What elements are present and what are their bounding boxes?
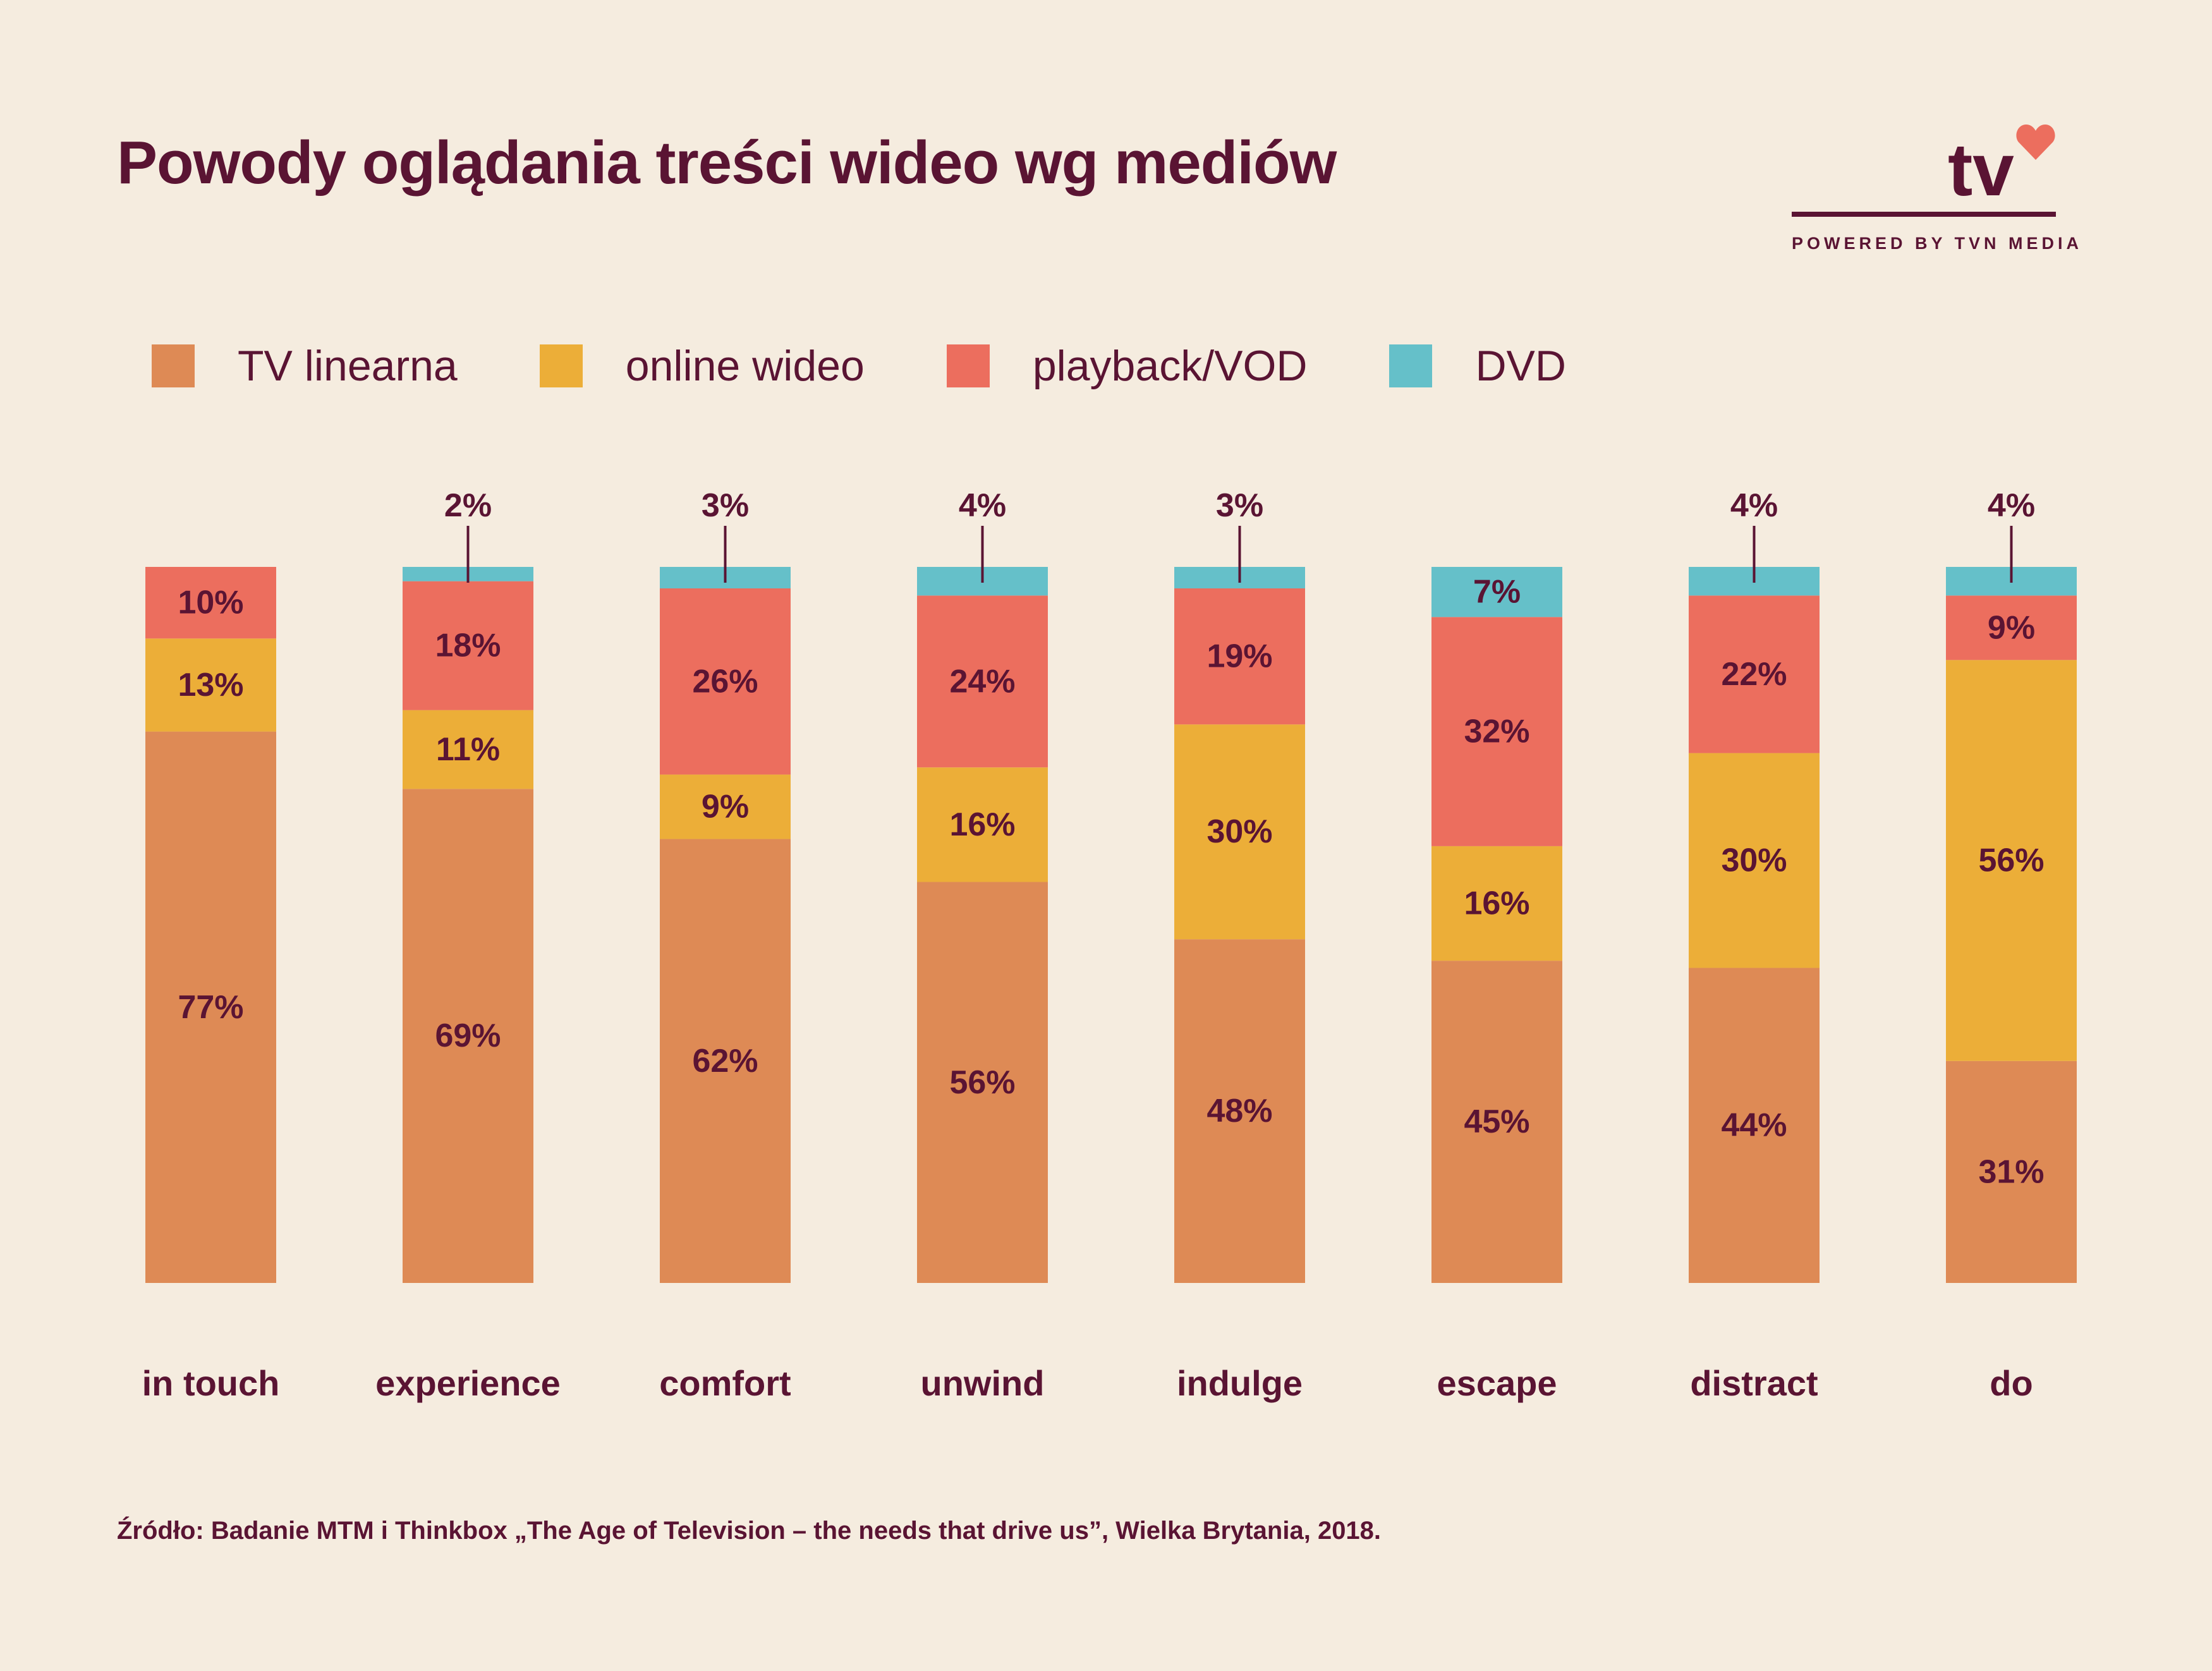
category-label: experience (375, 1363, 561, 1403)
data-label: 3% (702, 487, 749, 524)
brand-logo: tv POWERED BY TVN MEDIA (1789, 117, 2079, 262)
category-label: distract (1690, 1363, 1818, 1403)
legend-item-tv-linearna: TV linearna (152, 341, 540, 391)
legend-item-playback-vod: playback/VOD (946, 341, 1390, 391)
category-label: escape (1437, 1363, 1557, 1403)
data-label: 31% (1978, 1153, 2044, 1190)
data-label: 56% (1978, 842, 2044, 879)
category-label: indulge (1177, 1363, 1303, 1403)
bar-segment-tv-linearna (145, 731, 276, 1283)
data-label: 10% (178, 585, 243, 621)
chart-legend: TV linearna online wideo playback/VOD DV… (152, 341, 1648, 391)
bar-segment-tv-linearna (1174, 939, 1305, 1283)
legend-swatch (152, 344, 195, 387)
data-label: 56% (949, 1064, 1015, 1101)
bar-segment-dvd (1431, 567, 1562, 617)
data-label: 16% (949, 806, 1015, 843)
legend-label: TV linearna (238, 342, 458, 390)
bar-segment-online-wideo (1689, 753, 1820, 968)
bar-segment-playback-vod (145, 567, 276, 639)
data-label: 30% (1721, 842, 1787, 879)
data-label: 32% (1464, 714, 1529, 750)
bar-segment-online-wideo (403, 710, 533, 789)
logo-text: tv (1948, 128, 2014, 212)
bar-segment-tv-linearna (917, 882, 1048, 1283)
data-label: 18% (435, 628, 501, 664)
legend-swatch (946, 344, 990, 387)
category-label: do (1990, 1363, 2033, 1403)
data-label: 24% (949, 663, 1015, 700)
bar-segment-online-wideo (917, 767, 1048, 882)
data-label: 9% (1988, 609, 2035, 646)
data-label: 9% (702, 789, 749, 825)
heart-icon (2016, 125, 2055, 160)
page-title: Powody oglądania treści wideo wg mediów (117, 129, 1337, 197)
legend-label: playback/VOD (1032, 342, 1308, 390)
data-label: 77% (178, 989, 243, 1026)
bar-segment-online-wideo (1431, 846, 1562, 961)
data-label: 62% (692, 1043, 758, 1079)
legend-label: DVD (1475, 342, 1567, 390)
bar-segment-online-wideo (1946, 660, 2077, 1061)
data-label: 44% (1721, 1107, 1787, 1144)
data-label: 69% (435, 1018, 501, 1054)
bar-segment-online-wideo (145, 638, 276, 732)
bar-segment-playback-vod (1689, 595, 1820, 753)
data-label: 11% (436, 731, 500, 768)
stacked-bar-chart: 77% 13% 10% in touch 69% 11% 18% 2% experience 62… (142, 487, 2077, 1403)
bar-segment-tv-linearna (1431, 961, 1562, 1283)
bar-segment-tv-linearna (1689, 968, 1820, 1283)
data-label: 45% (1464, 1103, 1529, 1140)
logo-divider (1792, 212, 2056, 217)
data-label: 7% (1473, 574, 1521, 611)
logo-tagline: POWERED BY TVN MEDIA (1792, 234, 2083, 253)
bar-segment-playback-vod (1431, 617, 1562, 846)
legend-swatch (539, 344, 583, 387)
bar-segment-tv-linearna (1946, 1060, 2077, 1283)
data-label: 30% (1206, 813, 1272, 850)
bar-segment-playback-vod (403, 581, 533, 710)
data-label: 2% (444, 487, 492, 524)
bar-segment-playback-vod (660, 588, 791, 775)
data-label: 13% (178, 667, 243, 703)
legend-label: online wideo (625, 342, 865, 390)
legend-item-online-wideo: online wideo (539, 341, 947, 391)
category-label: unwind (921, 1363, 1045, 1403)
data-label: 3% (1216, 487, 1263, 524)
category-label: comfort (659, 1363, 791, 1403)
bar-segment-online-wideo (1174, 724, 1305, 940)
data-label: 4% (959, 487, 1006, 524)
source-note: Źródło: Badanie MTM i Thinkbox „The Age … (117, 1517, 1382, 1545)
data-label: 4% (1730, 487, 1778, 524)
data-label: 19% (1206, 638, 1272, 675)
legend-item-dvd: DVD (1389, 341, 1648, 391)
bar-segment-playback-vod (917, 595, 1048, 768)
data-label: 26% (692, 663, 758, 700)
bar-segment-playback-vod (1946, 595, 2077, 660)
category-label: in touch (142, 1363, 280, 1403)
data-label: 16% (1464, 885, 1529, 922)
bar-segment-online-wideo (660, 774, 791, 839)
bar-segment-tv-linearna (660, 839, 791, 1283)
bar-segment-tv-linearna (403, 789, 533, 1283)
data-label: 4% (1988, 487, 2035, 524)
data-label: 22% (1721, 656, 1787, 693)
bar-segment-playback-vod (1174, 588, 1305, 725)
data-label: 48% (1206, 1093, 1272, 1129)
legend-swatch (1389, 344, 1433, 387)
